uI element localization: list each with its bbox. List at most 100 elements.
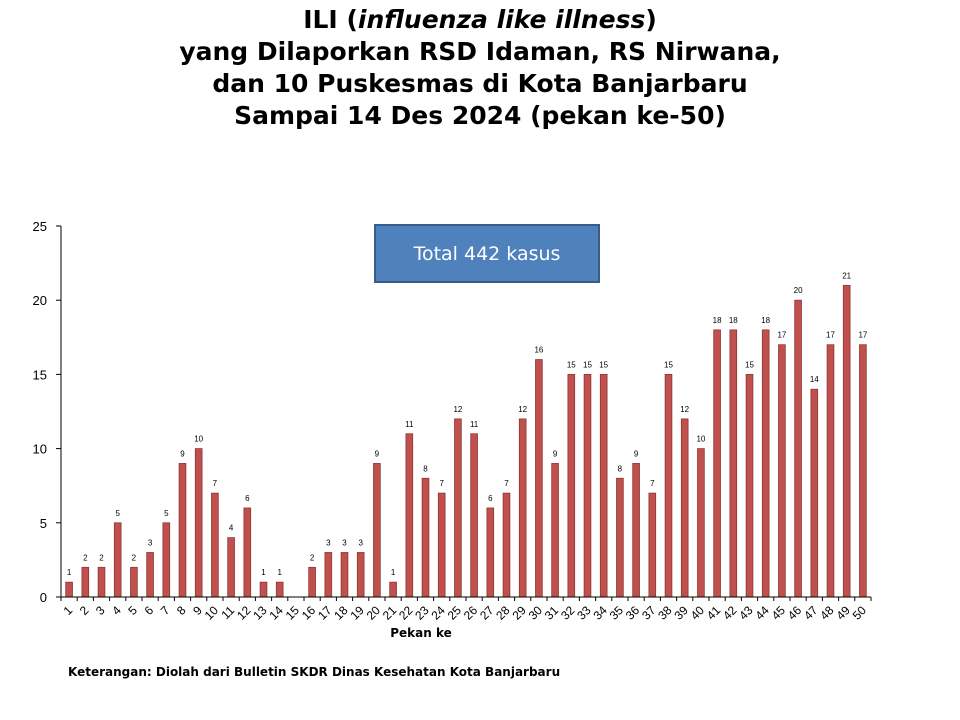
y-axis: 0 5 10 15 20 25 — [33, 219, 62, 605]
chart-title: ILI (influenza like illness) yang Dilapo… — [0, 4, 960, 132]
data-label: 18 — [761, 316, 770, 325]
bar — [778, 344, 786, 598]
bar — [632, 463, 640, 598]
data-label: 5 — [115, 509, 120, 518]
x-tick-label: 8 — [174, 603, 189, 618]
data-label: 15 — [664, 360, 673, 369]
bar — [308, 566, 316, 598]
data-label: 9 — [553, 449, 558, 458]
x-axis: 1 2 3 4 5 6 7 8 91011121314151617181920212223242… — [60, 596, 872, 623]
data-label: 9 — [180, 449, 185, 458]
bar — [162, 522, 171, 598]
bar — [729, 329, 738, 598]
data-label: 16 — [534, 346, 543, 355]
bar — [502, 492, 511, 598]
data-label: 20 — [794, 286, 803, 295]
data-label: 10 — [194, 435, 203, 444]
bar — [340, 552, 349, 598]
x-tick-label: 50 — [850, 603, 870, 623]
bar — [178, 463, 187, 598]
bar — [599, 373, 608, 598]
footnote: Keterangan: Diolah dari Bulletin SKDR Di… — [68, 665, 561, 679]
data-label: 4 — [229, 524, 234, 533]
title-line-1-italic: influenza like illness — [357, 5, 646, 34]
data-label: 21 — [842, 271, 851, 280]
data-label: 17 — [777, 331, 786, 340]
data-label: 1 — [277, 568, 282, 577]
data-label: 8 — [423, 464, 428, 473]
data-label: 3 — [342, 538, 347, 547]
data-label: 18 — [713, 316, 722, 325]
bar — [97, 566, 106, 598]
bar — [794, 299, 802, 598]
data-label: 3 — [148, 538, 153, 547]
title-line-1-suffix: ) — [645, 5, 657, 34]
data-label: 7 — [213, 479, 218, 488]
bar — [583, 373, 592, 598]
data-label: 10 — [696, 435, 705, 444]
data-label: 17 — [826, 331, 835, 340]
data-label: 2 — [99, 553, 104, 562]
bar — [130, 566, 138, 598]
bar — [826, 344, 835, 598]
bar — [535, 359, 543, 598]
bar — [697, 448, 705, 598]
bar — [842, 284, 851, 598]
bar — [356, 552, 365, 598]
x-tick-label: 5 — [125, 603, 140, 618]
bar — [194, 448, 203, 598]
data-label: 15 — [599, 360, 608, 369]
bar — [275, 581, 284, 598]
bar — [567, 373, 576, 598]
x-tick-label: 2 — [77, 603, 92, 618]
data-label: 2 — [310, 553, 315, 562]
y-tick-label: 10 — [33, 442, 47, 457]
bar — [211, 492, 219, 598]
bar — [437, 492, 446, 598]
title-line-1-prefix: ILI ( — [303, 5, 358, 34]
bar — [324, 552, 333, 598]
data-label: 9 — [634, 449, 639, 458]
bar — [146, 552, 154, 598]
data-label: 8 — [618, 464, 623, 473]
x-axis-title: Pekan ke — [390, 626, 452, 640]
bar — [389, 581, 397, 598]
bar — [113, 522, 122, 598]
title-line-3: dan 10 Puskesmas di Kota Banjarbaru — [212, 69, 748, 98]
y-tick-label: 20 — [33, 293, 47, 308]
data-label: 3 — [326, 538, 331, 547]
bar — [486, 507, 495, 598]
bar — [470, 433, 478, 598]
bars-group — [65, 284, 867, 598]
bar — [405, 433, 414, 598]
y-tick-label: 5 — [40, 516, 47, 531]
data-label: 15 — [583, 360, 592, 369]
total-cases-box: Total 442 kasus — [374, 224, 600, 283]
bar — [745, 373, 754, 598]
bar — [65, 581, 73, 598]
data-label: 3 — [358, 538, 363, 547]
bar — [454, 418, 462, 598]
bar — [551, 463, 559, 598]
data-label: 2 — [132, 553, 137, 562]
y-tick-label: 15 — [33, 367, 47, 382]
bar — [680, 418, 689, 598]
total-cases-text: Total 442 kasus — [413, 242, 561, 265]
data-label: 14 — [810, 375, 819, 384]
x-tick-label: 6 — [142, 603, 157, 618]
bar — [518, 418, 527, 598]
bar — [616, 477, 624, 598]
data-label: 9 — [375, 449, 380, 458]
bar — [664, 373, 673, 598]
data-label: 12 — [680, 405, 689, 414]
bar — [810, 388, 819, 598]
data-label: 2 — [83, 553, 88, 562]
bar — [373, 463, 381, 598]
bar — [421, 477, 430, 598]
bar — [761, 329, 770, 598]
x-tick-label: 4 — [109, 603, 124, 618]
y-tick-label: 25 — [33, 219, 47, 234]
data-label: 7 — [650, 479, 655, 488]
x-tick-label: 1 — [61, 603, 76, 618]
bar — [713, 329, 721, 598]
